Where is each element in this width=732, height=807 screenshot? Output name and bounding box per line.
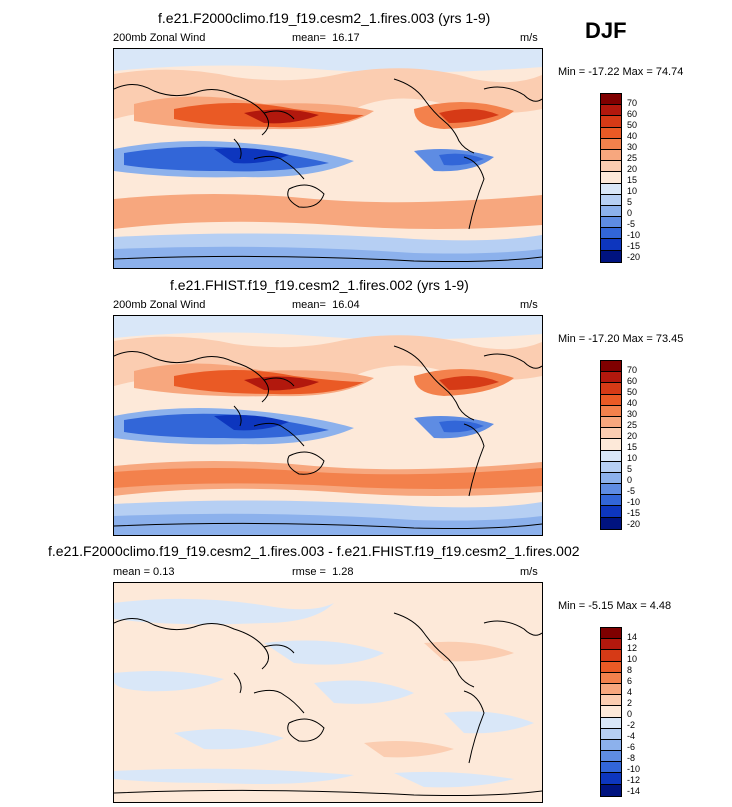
panel2-title: f.e21.FHIST.f19_f19.cesm2_1.fires.002 (y… [170,277,469,293]
panel2-cbar-label: 0 [627,475,633,485]
panel2-units: m/s [520,299,538,311]
panel2-map [113,315,543,536]
panel3-cbar-label: 0 [627,709,633,719]
panel1-cbar-label: -15 [627,241,641,251]
panel1-cbar-label: 60 [627,109,638,119]
panel1-cbar-label: -10 [627,230,641,240]
panel2-cbar-label: 10 [627,453,638,463]
panel1-variable-label: 200mb Zonal Wind [113,32,206,44]
panel1-coastlines [114,78,542,262]
panel1-units: m/s [520,32,538,44]
panel1-minmax: Min = -17.22 Max = 74.74 [558,66,684,78]
panel3-cbar-label: 6 [627,676,633,686]
panel2-cbar-label: 60 [627,376,638,386]
panel3-coastlines [114,612,542,796]
panel1-cbar-label: 5 [627,197,633,207]
panel3-minmax: Min = -5.15 Max = 4.48 [558,600,672,612]
panel1-cbar-label: 25 [627,153,638,163]
panel1-cbar-label: -5 [627,219,636,229]
panel1-map [113,48,543,269]
panel2-cbar-label: 70 [627,365,638,375]
panel2-cbar-label: 20 [627,431,638,441]
panel2-coastlines [114,345,542,529]
panel2-cbar-label: 30 [627,409,638,419]
season-label: DJF [585,18,627,43]
panel3-cbar-label: 12 [627,643,638,653]
panel3-rmse-label: rmse = 1.28 [292,566,354,578]
panel1-cbar-label: -20 [627,252,641,262]
panel3-mean-label: mean = 0.13 [113,566,175,578]
panel1-colorbar [600,93,622,263]
panel3-cbar-label: -8 [627,753,636,763]
panel3-cbar-label: 10 [627,654,638,664]
panel2-cbar-label: 25 [627,420,638,430]
panel1-cbar-label: 0 [627,208,633,218]
panel2-cbar-label: 5 [627,464,633,474]
panel3-cbar-label: -10 [627,764,641,774]
panel2-mean-value: 16.04 [332,299,360,311]
panel2-minmax: Min = -17.20 Max = 73.45 [558,333,684,345]
panel3-cbar-label: 8 [627,665,633,675]
panel3-cbar-label: -2 [627,720,636,730]
panel2-mean-label: mean= 16.04 [292,299,360,311]
panel3-colorbar [600,627,622,797]
panel1-cbar-label: 20 [627,164,638,174]
panel1-polar-band [114,49,542,73]
panel2-cbar-label: -10 [627,497,641,507]
panel3-cbar-label: 14 [627,632,638,642]
panel1-cbar-label: 10 [627,186,638,196]
panel2-cbar-label: 50 [627,387,638,397]
panel1-mean-label: mean= 16.17 [292,32,360,44]
panel1-cbar-label: 70 [627,98,638,108]
panel3-rmse-value: 1.28 [332,566,354,578]
panel2-cbar-label: -5 [627,486,636,496]
panel3-title: f.e21.F2000climo.f19_f19.cesm2_1.fires.0… [48,543,580,559]
panel2-colorbar [600,360,622,530]
panel1-title: f.e21.F2000climo.f19_f19.cesm2_1.fires.0… [158,10,491,26]
panel1-cbar-label: 15 [627,175,638,185]
panel1-mean-value: 16.17 [332,32,360,44]
panel3-cbar-label: -14 [627,786,641,796]
panel3-cbar-label: -6 [627,742,636,752]
panel3-cbar-label: -4 [627,731,636,741]
panel3-cbar-label: 2 [627,698,633,708]
panel2-cbar-label: -15 [627,508,641,518]
panel2-cbar-label: 15 [627,442,638,452]
panel1-cbar-label: 40 [627,131,638,141]
panel3-map [113,582,543,803]
panel2-variable-label: 200mb Zonal Wind [113,299,206,311]
panel3-cbar-label: -12 [627,775,641,785]
panel1-cbar-label: 30 [627,142,638,152]
panel2-cbar-label: -20 [627,519,641,529]
panel2-cbar-label: 40 [627,398,638,408]
panel3-cbar-label: 4 [627,687,633,697]
panel1-cbar-label: 50 [627,120,638,130]
panel3-units: m/s [520,566,538,578]
